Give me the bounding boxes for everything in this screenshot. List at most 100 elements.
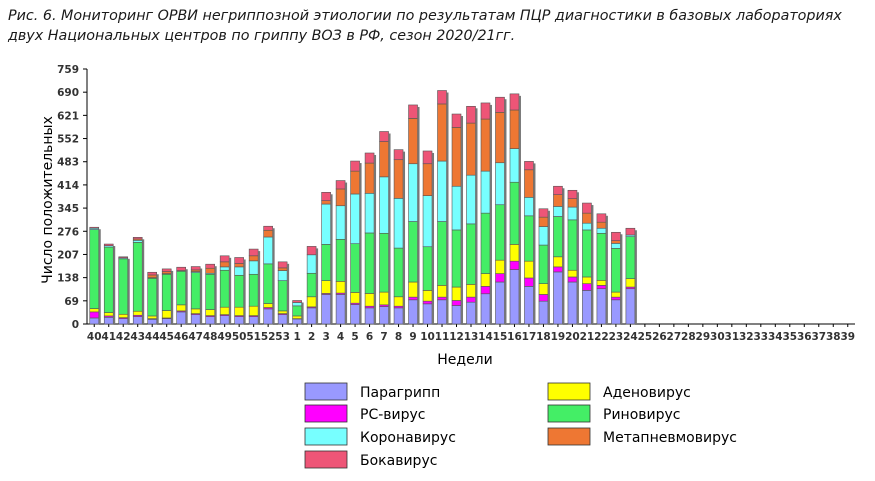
bar-segment: [538, 208, 549, 218]
bar-segment: [190, 266, 201, 271]
bar-segment: [582, 212, 592, 224]
legend-label: Парагрипп: [360, 385, 440, 401]
bar-shadow: [388, 133, 391, 324]
bar-segment: [611, 296, 621, 301]
bar-segment: [277, 314, 288, 325]
y-tick-label: 138: [57, 273, 79, 285]
bar-segment: [234, 266, 244, 276]
x-tick-label: 48: [203, 331, 218, 343]
bar-segment: [379, 176, 389, 234]
bar-segment: [538, 244, 549, 284]
bar-segment: [611, 231, 621, 241]
bar-segment: [89, 317, 100, 325]
bar-segment: [524, 197, 534, 217]
bar-segment: [611, 299, 621, 325]
x-tick-label: 22: [594, 331, 609, 343]
legend-label: Бокавирус: [360, 453, 437, 469]
bar-segment: [205, 309, 215, 316]
bar-segment: [350, 243, 360, 293]
bar-segment: [408, 104, 418, 119]
bar-segment: [234, 316, 244, 325]
bar-segment: [393, 307, 404, 325]
bar-segment: [524, 260, 534, 279]
bar-segment: [161, 268, 172, 272]
bar-segment: [248, 255, 259, 262]
x-tick-label: 14: [478, 331, 493, 343]
bar-segment: [422, 290, 433, 302]
bar-segment: [103, 316, 114, 325]
bar-shadow: [345, 182, 348, 324]
bar-segment: [364, 162, 375, 194]
bar-segment: [422, 150, 433, 165]
bar-segment: [205, 273, 215, 310]
bar-shadow: [243, 259, 246, 324]
bar-segment: [582, 283, 592, 291]
bar-segment: [147, 271, 157, 276]
bar-segment: [118, 258, 129, 315]
bar-shadow: [374, 154, 377, 324]
bar-segment: [277, 280, 288, 312]
y-tick-label: 759: [57, 64, 79, 76]
bar-segment: [582, 290, 592, 325]
bar-segment: [611, 240, 621, 244]
bar-shadow: [432, 152, 435, 324]
x-tick-label: 37: [811, 331, 826, 343]
bar-segment: [205, 267, 215, 274]
x-tick-label: 36: [797, 331, 812, 343]
bar-segment: [263, 263, 273, 304]
bar-segment: [611, 248, 621, 293]
legend-swatch: [304, 382, 348, 401]
x-tick-label: 18: [536, 331, 551, 343]
bar-segment: [379, 232, 389, 293]
bar-segment: [306, 296, 317, 308]
bar-segment: [524, 215, 534, 262]
x-tick-label: 1: [293, 331, 300, 343]
y-tick-label: 345: [57, 203, 79, 215]
x-tick-label: 7: [380, 331, 387, 343]
y-tick-label: 0: [72, 319, 79, 331]
x-tick-label: 35: [782, 331, 797, 343]
bar-segment: [466, 105, 476, 124]
bar-segment: [364, 232, 375, 294]
x-tick-label: 5: [351, 331, 358, 343]
y-tick-label: 276: [57, 226, 79, 238]
x-tick-label: 42: [116, 331, 131, 343]
bar-segment: [248, 260, 259, 275]
bar-segment: [306, 272, 317, 298]
bar-segment: [393, 159, 404, 199]
bar-shadow: [156, 274, 159, 324]
bar-segment: [582, 202, 592, 214]
bar-segment: [364, 293, 375, 307]
bar-segment: [596, 221, 607, 229]
bar-segment: [466, 301, 476, 325]
bar-segment: [335, 205, 346, 240]
bar-segment: [393, 149, 404, 161]
bar-segment: [219, 269, 230, 308]
x-tick-label: 25: [638, 331, 653, 343]
bar-segment: [451, 113, 462, 128]
bar-segment: [219, 255, 230, 263]
x-tick-label: 31: [725, 331, 740, 343]
bar-shadow: [518, 95, 521, 324]
legend: Парагрипп Аденовирус РС-вирус Риновирус Коро…: [304, 382, 737, 469]
bar-segment: [263, 308, 273, 325]
bar-segment: [553, 256, 563, 268]
legend-label: Риновирус: [603, 407, 680, 423]
bar-segment: [277, 267, 288, 271]
bar-shadow: [533, 163, 536, 324]
bar-shadow: [446, 92, 449, 324]
bar-segment: [596, 213, 607, 223]
bar-segment: [364, 193, 375, 234]
bar-segment: [596, 232, 607, 281]
bar-segment: [219, 306, 230, 315]
bar-shadow: [417, 106, 420, 325]
x-tick-label: 27: [667, 331, 682, 343]
bar-segment: [190, 314, 201, 325]
bar-segment: [422, 163, 433, 196]
bar-segment: [524, 169, 534, 198]
x-tick-label: 40: [87, 331, 102, 343]
bar-segment: [161, 273, 172, 311]
x-tick-label: 12: [449, 331, 464, 343]
bar-segment: [292, 305, 302, 317]
